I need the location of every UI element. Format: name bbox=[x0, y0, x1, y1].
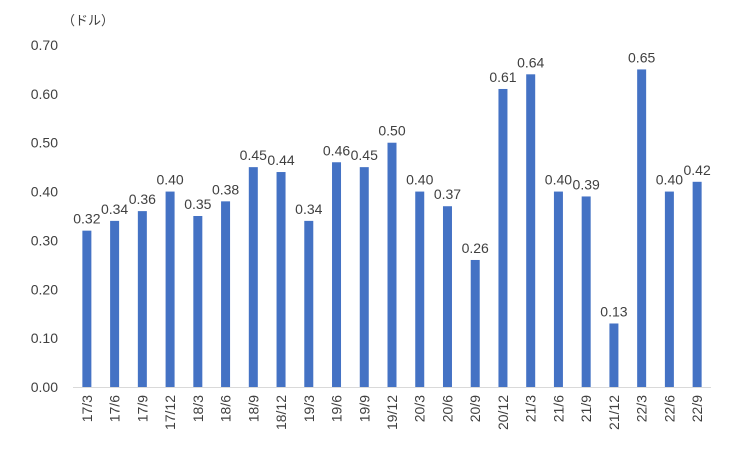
data-label: 0.50 bbox=[378, 123, 405, 139]
x-tick-label: 18/9 bbox=[245, 395, 261, 422]
data-label: 0.37 bbox=[434, 186, 461, 202]
bar bbox=[526, 74, 536, 388]
x-tick-label: 18/6 bbox=[218, 395, 234, 422]
x-tick-label: 19/6 bbox=[329, 395, 345, 422]
data-label: 0.34 bbox=[101, 201, 128, 217]
bar bbox=[470, 259, 480, 387]
data-label: 0.42 bbox=[684, 162, 711, 178]
y-tick-label: 0.50 bbox=[31, 135, 58, 151]
data-label: 0.40 bbox=[156, 172, 183, 188]
data-label: 0.32 bbox=[73, 211, 100, 227]
bar bbox=[637, 69, 647, 387]
x-tick-label: 19/9 bbox=[356, 395, 372, 422]
y-tick-label: 0.20 bbox=[31, 281, 58, 297]
x-tick-label: 18/12 bbox=[273, 395, 289, 430]
data-label: 0.61 bbox=[489, 69, 516, 85]
data-label: 0.36 bbox=[129, 191, 156, 207]
x-tick-label: 22/6 bbox=[661, 395, 677, 422]
y-tick-label: 0.00 bbox=[31, 379, 58, 395]
data-label: 0.64 bbox=[517, 54, 544, 70]
data-label: 0.26 bbox=[462, 240, 489, 256]
x-tick-label: 20/6 bbox=[439, 395, 455, 422]
bar bbox=[692, 181, 702, 387]
data-label: 0.45 bbox=[240, 147, 267, 163]
x-tick-label: 20/3 bbox=[412, 395, 428, 422]
data-label: 0.13 bbox=[600, 303, 627, 319]
x-tick-label: 17/3 bbox=[79, 395, 95, 422]
bar bbox=[359, 167, 369, 387]
y-tick-label: 0.60 bbox=[31, 86, 58, 102]
data-label: 0.65 bbox=[628, 49, 655, 65]
bar bbox=[137, 211, 147, 387]
x-tick-label: 20/12 bbox=[495, 395, 511, 430]
x-tick-label: 20/9 bbox=[467, 395, 483, 422]
y-tick-label: 0.30 bbox=[31, 232, 58, 248]
x-tick-label: 17/6 bbox=[107, 395, 123, 422]
x-tick-label: 21/3 bbox=[523, 395, 539, 422]
data-label: 0.46 bbox=[323, 142, 350, 158]
x-tick-label: 22/9 bbox=[689, 395, 705, 422]
bar bbox=[165, 191, 175, 387]
bar bbox=[276, 172, 286, 387]
y-unit-label: （ドル） bbox=[62, 13, 114, 28]
bar bbox=[664, 191, 674, 387]
data-label: 0.44 bbox=[267, 152, 294, 168]
data-label: 0.40 bbox=[656, 172, 683, 188]
bar bbox=[332, 162, 342, 387]
bar bbox=[193, 216, 203, 387]
bar bbox=[304, 220, 314, 387]
data-label: 0.45 bbox=[351, 147, 378, 163]
x-tick-label: 21/12 bbox=[606, 395, 622, 430]
y-axis-ticks: 0.00 0.10 0.20 0.30 0.40 0.50 0.60 0.70 bbox=[31, 37, 58, 395]
bar bbox=[110, 220, 120, 387]
x-axis-ticks: 17/3 17/6 17/9 17/12 18/3 18/6 18/9 18/12 19/3 19… bbox=[79, 395, 705, 430]
data-labels-group: 0.320.340.360.400.350.380.45 0.440.340.46… bbox=[73, 49, 711, 319]
x-tick-label: 21/6 bbox=[550, 395, 566, 422]
bar bbox=[498, 88, 508, 387]
bar bbox=[553, 191, 563, 387]
bar bbox=[82, 230, 92, 387]
x-tick-label: 17/12 bbox=[162, 395, 178, 430]
bar bbox=[415, 191, 425, 387]
x-tick-label: 18/3 bbox=[190, 395, 206, 422]
y-tick-label: 0.70 bbox=[31, 37, 58, 53]
bar bbox=[221, 201, 231, 387]
x-tick-label: 22/3 bbox=[634, 395, 650, 422]
bar bbox=[248, 167, 258, 387]
x-tick-label: 17/9 bbox=[134, 395, 150, 422]
y-tick-label: 0.40 bbox=[31, 184, 58, 200]
bar bbox=[609, 323, 619, 387]
x-tick-label: 19/3 bbox=[301, 395, 317, 422]
bars-group bbox=[82, 69, 702, 388]
data-label: 0.40 bbox=[406, 172, 433, 188]
x-tick-label: 19/12 bbox=[384, 395, 400, 430]
bar bbox=[581, 196, 591, 387]
bar bbox=[442, 206, 452, 387]
data-label: 0.38 bbox=[212, 181, 239, 197]
y-tick-label: 0.10 bbox=[31, 330, 58, 346]
data-label: 0.35 bbox=[184, 196, 211, 212]
data-label: 0.40 bbox=[545, 172, 572, 188]
bar bbox=[387, 142, 397, 387]
data-label: 0.39 bbox=[573, 176, 600, 192]
data-label: 0.34 bbox=[295, 201, 322, 217]
x-tick-label: 21/9 bbox=[578, 395, 594, 422]
